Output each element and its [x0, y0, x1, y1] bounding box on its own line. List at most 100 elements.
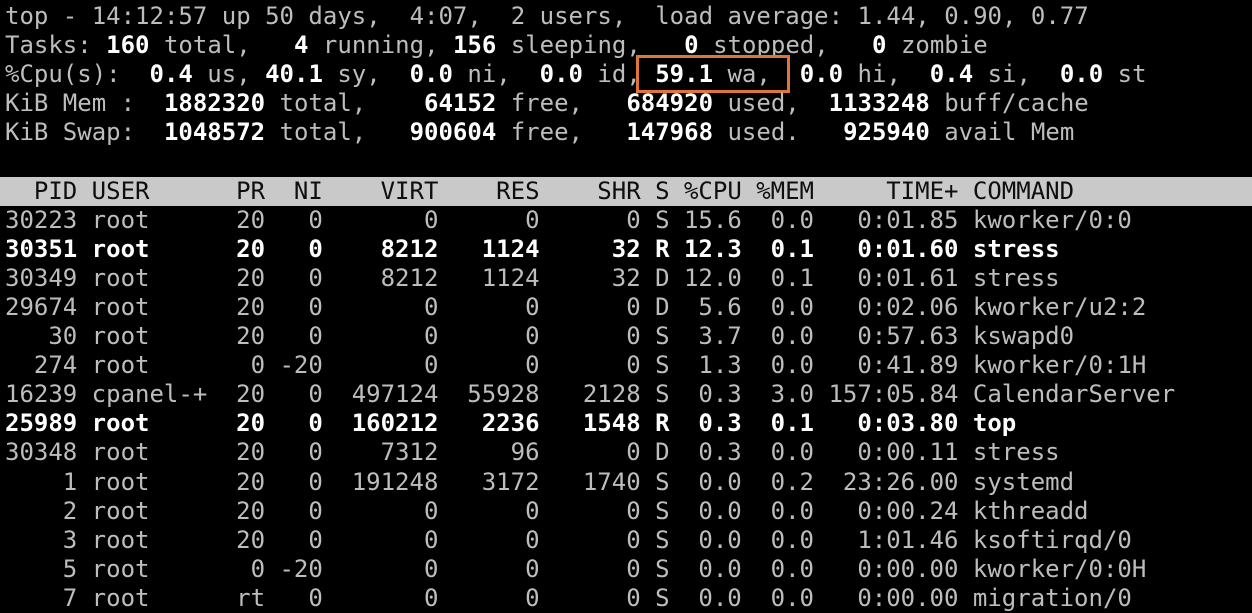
- ni-cell: 0: [308, 234, 323, 263]
- user-cell: root: [91, 263, 150, 292]
- mem-cell: 3.0: [770, 380, 814, 409]
- cpu-cell: 0.0: [698, 583, 742, 612]
- command-cell: kworker/u2:2: [972, 292, 1147, 321]
- time-cell: 0:41.89: [857, 351, 959, 380]
- shr-cell: 0: [626, 525, 641, 554]
- text-segment: si,: [973, 60, 1046, 89]
- text-segment: %Cpu(s):: [5, 60, 136, 89]
- text-segment: used,: [713, 89, 815, 118]
- command-cell: kworker/0:0: [972, 205, 1132, 234]
- pr-cell: 20: [236, 496, 266, 525]
- pid-cell: 274: [33, 351, 78, 380]
- process-row-30348: 30348 root 20 0 7312 96 0 D 0.3 0.0 0:00.11 stress: [0, 438, 1252, 467]
- pid-cell: 7: [62, 583, 78, 612]
- user-cell: root: [91, 496, 150, 525]
- text-segment: sleeping,: [496, 31, 656, 60]
- user-cell: root: [91, 554, 150, 583]
- process-row-25989: 25989 root 20 0 160212 2236 1548 R 0.3 0.1 0:03.80…: [0, 409, 1252, 438]
- text-segment: total,: [265, 118, 381, 147]
- command-cell: kthreadd: [972, 496, 1089, 525]
- process-table-body: 30223 root 20 0 0 0 0 S 15.6 0.0 0:01.85 kworker/0:…: [0, 206, 1252, 613]
- pr-cell: 20: [236, 438, 266, 467]
- user-cell: root: [91, 438, 150, 467]
- pr-cell: 0: [250, 554, 266, 583]
- bold-value: 925940: [814, 118, 930, 147]
- shr-cell: 0: [626, 351, 641, 380]
- swap-line: KiB Swap: 1048572 total, 900604 free, 14…: [0, 118, 1252, 147]
- res-cell: 1124: [481, 234, 540, 263]
- io-wait-highlight-box: 59.1 wa,: [635, 55, 791, 94]
- bold-value: 0: [655, 31, 699, 60]
- virt-cell: 8212: [380, 234, 439, 263]
- res-cell: 1124: [481, 263, 540, 292]
- text-segment: running,: [308, 31, 453, 60]
- command-cell: stress: [972, 263, 1060, 292]
- process-row-16239: 16239 cpanel-+ 20 0 497124 55928 2128 S 0.3 3.0 15…: [0, 380, 1252, 409]
- process-row-5: 5 root 0 -20 0 0 0 S 0.0 0.0 0:00.00 kworker/0:0H: [0, 555, 1252, 584]
- s-cell: S: [655, 351, 670, 380]
- column-header-pr: PR: [236, 176, 266, 205]
- process-row-30349: 30349 root 20 0 8212 1124 32 D 12.0 0.1 0:01.61 str…: [0, 264, 1252, 293]
- time-cell: 0:57.63: [857, 322, 959, 351]
- text-segment: st: [1103, 60, 1147, 89]
- text-segment: ni,: [452, 60, 526, 89]
- virt-cell: 0: [423, 554, 439, 583]
- pid-cell: 16239: [5, 380, 78, 409]
- pr-cell: 20: [236, 205, 266, 234]
- time-cell: 0:01.61: [857, 263, 959, 292]
- s-cell: D: [655, 263, 670, 292]
- text-segment: total,: [265, 89, 381, 118]
- text-segment: free,: [496, 89, 598, 118]
- shr-cell: 0: [626, 583, 641, 612]
- shr-cell: 0: [626, 496, 641, 525]
- text-segment: [641, 60, 655, 88]
- pr-cell: 20: [236, 380, 266, 409]
- shr-cell: 0: [626, 438, 641, 467]
- tasks-line: Tasks: 160 total, 4 running, 156 sleepin…: [0, 31, 1252, 60]
- shr-cell: 32: [611, 263, 641, 292]
- process-row-3: 3 root 20 0 0 0 0 S 0.0 0.0 1:01.46 ksoftirqd/0: [0, 526, 1252, 555]
- ni-cell: 0: [308, 525, 323, 554]
- virt-cell: 191248: [351, 467, 439, 496]
- pr-cell: 20: [236, 409, 266, 438]
- column-header-virt: VIRT: [380, 176, 439, 205]
- process-table-header-row: PID USER PR NI VIRT RES SHR S %CPU %MEM TIME+ COMMA…: [0, 176, 1252, 206]
- text-segment: wa,: [713, 60, 786, 89]
- text-segment: hi,: [843, 60, 916, 89]
- mem-cell: 0.1: [770, 409, 814, 438]
- user-cell: root: [91, 351, 150, 380]
- command-cell: CalendarServer: [972, 380, 1176, 409]
- res-cell: 2236: [481, 409, 540, 438]
- mem-cell: 0.0: [770, 496, 814, 525]
- time-cell: 0:03.80: [857, 409, 959, 438]
- cpu-cell: 5.6: [698, 292, 742, 321]
- text-segment: avail Mem: [929, 118, 1075, 147]
- pr-cell: 20: [236, 292, 266, 321]
- virt-cell: 0: [423, 351, 439, 380]
- shr-cell: 0: [626, 322, 641, 351]
- column-header-user: USER: [91, 176, 150, 205]
- time-cell: 0:01.85: [857, 205, 959, 234]
- text-segment: buff/cache: [929, 89, 1089, 118]
- virt-cell: 0: [423, 496, 439, 525]
- pr-cell: 20: [236, 263, 266, 292]
- res-cell: 0: [525, 292, 540, 321]
- pid-cell: 30349: [5, 263, 78, 292]
- process-row-29674: 29674 root 20 0 0 0 0 D 5.6 0.0 0:02.06 kworker/u2:…: [0, 293, 1252, 322]
- cpu-cell: 12.3: [683, 234, 742, 263]
- time-cell: 0:02.06: [857, 292, 959, 321]
- process-row-30223: 30223 root 20 0 0 0 0 S 15.6 0.0 0:01.85 kworker/0:…: [0, 206, 1252, 235]
- column-header-pid: PID: [33, 176, 78, 205]
- s-cell: R: [655, 409, 670, 438]
- process-row-274: 274 root 0 -20 0 0 0 S 1.3 0.0 0:41.89 kworker/0:1H: [0, 351, 1252, 380]
- shr-cell: 1740: [582, 467, 641, 496]
- command-cell: ksoftirqd/0: [972, 525, 1132, 554]
- res-cell: 0: [525, 554, 540, 583]
- text-segment: id,: [582, 60, 641, 89]
- res-cell: 96: [510, 438, 540, 467]
- pid-cell: 25989: [5, 409, 78, 438]
- command-cell: kworker/0:1H: [972, 351, 1147, 380]
- ni-cell: 0: [308, 467, 323, 496]
- text-segment: zombie: [886, 31, 988, 60]
